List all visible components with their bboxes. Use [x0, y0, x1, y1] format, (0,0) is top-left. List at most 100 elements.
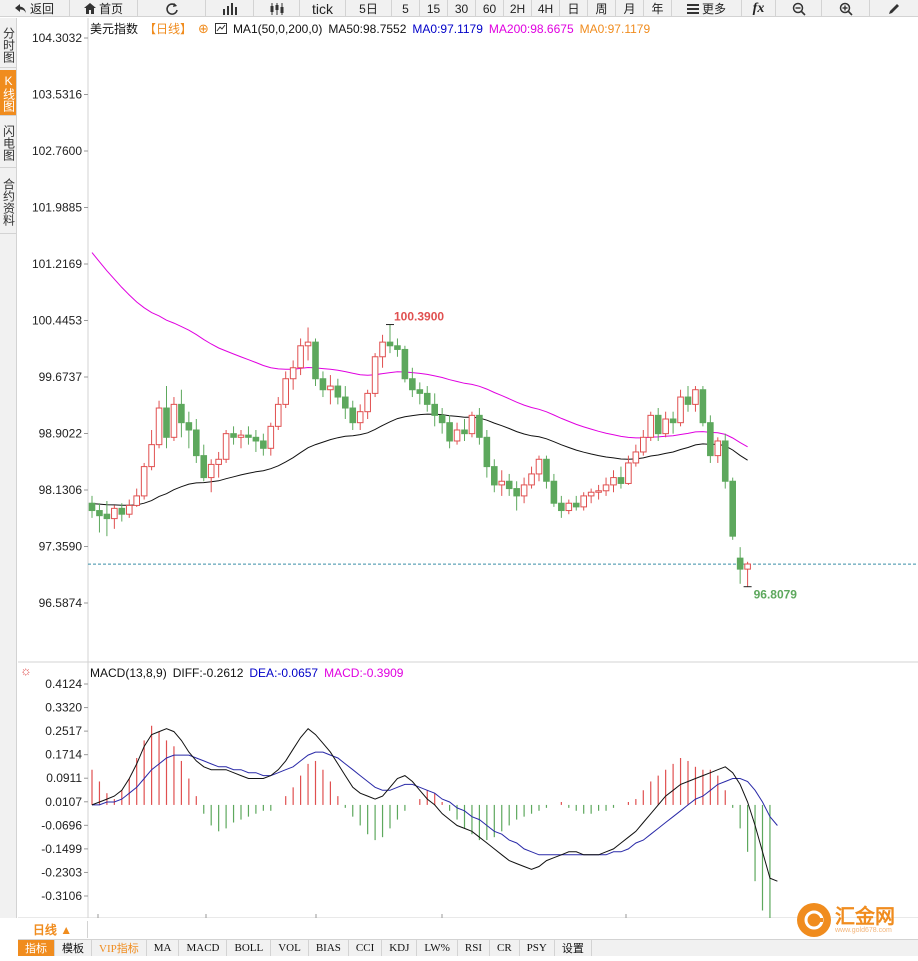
candle-body	[200, 455, 208, 479]
add-indicator-icon[interactable]: ⊕	[198, 20, 209, 36]
candle-body	[729, 480, 737, 537]
candle-body	[237, 434, 245, 438]
period-week-button[interactable]: 周	[588, 0, 616, 17]
candle-body	[215, 458, 222, 465]
period-2h-button[interactable]: 2H	[504, 0, 532, 17]
zoom-in-button[interactable]	[822, 0, 870, 17]
brand: 汇金网 www.gold678.com	[797, 903, 895, 937]
candle-body	[185, 422, 193, 431]
candlestick-button[interactable]	[254, 0, 300, 17]
macd-y-tick-label: 0.0911	[46, 771, 82, 785]
tick-label: tick	[312, 0, 333, 17]
tab-contract-info[interactable]: 合约资料	[0, 170, 16, 234]
candle-body	[289, 367, 297, 380]
tab-time-chart[interactable]: 分时图	[0, 22, 16, 68]
candle-chart-button[interactable]	[206, 0, 254, 17]
candle-body	[349, 407, 357, 424]
tab-kline-chart[interactable]: K线图	[0, 70, 16, 116]
ma200-value: MA200:98.6675	[488, 21, 574, 36]
back-button[interactable]: 返回	[0, 0, 70, 17]
candle-body	[118, 507, 126, 515]
macd-y-tick-label: 0.1714	[45, 748, 82, 762]
tab-boll[interactable]: BOLL	[227, 940, 272, 956]
candle-body	[736, 557, 744, 570]
home-button[interactable]: 首页	[70, 0, 138, 17]
candle-body	[662, 418, 669, 435]
period-year-button[interactable]: 年	[644, 0, 672, 17]
candle-body	[148, 444, 155, 468]
more-button[interactable]: 更多	[672, 0, 742, 17]
candle-body	[193, 429, 200, 457]
macd-y-tick-label: 0.4124	[45, 677, 82, 691]
period-month-button[interactable]: 月	[616, 0, 644, 17]
tab-kdj[interactable]: KDJ	[382, 940, 418, 956]
candle-body	[543, 458, 550, 482]
five-day-button[interactable]: 5日	[346, 0, 392, 17]
draw-button[interactable]	[870, 0, 918, 17]
tab-settings[interactable]: 设置	[555, 940, 592, 956]
tab-indicators[interactable]: 指标	[18, 940, 55, 956]
period-label: 日	[567, 2, 580, 16]
macd-y-tick-label: -0.2303	[41, 865, 82, 879]
side-tabs: 分时图 K线图 闪电图 合约资料	[0, 18, 17, 918]
home-icon	[83, 3, 96, 14]
tick-button[interactable]: tick	[300, 0, 346, 17]
tab-template[interactable]: 模板	[55, 940, 92, 956]
candle-body	[535, 458, 543, 475]
period-4h-button[interactable]: 4H	[532, 0, 560, 17]
candle-body	[401, 348, 409, 380]
zoom-out-button[interactable]	[776, 0, 822, 17]
period-label: 月	[623, 2, 636, 16]
candle-body	[356, 411, 364, 424]
tab-lwr[interactable]: LW%	[417, 940, 458, 956]
period-label: 周	[595, 2, 608, 16]
tab-vip-indicators[interactable]: VIP指标	[92, 940, 147, 956]
tab-macd[interactable]: MACD	[179, 940, 228, 956]
period-5-button[interactable]: 5	[392, 0, 420, 17]
ma200-line	[91, 252, 748, 448]
macd-settings-icon[interactable]: ☼	[20, 663, 32, 678]
high-price-label: 100.3900	[394, 310, 444, 324]
candle-body	[744, 563, 751, 570]
candle-body	[513, 488, 520, 497]
candle-body	[230, 433, 237, 438]
indicator-settings-icon[interactable]	[214, 23, 227, 34]
tab-ma[interactable]: MA	[147, 940, 180, 956]
period-day-button[interactable]: 日	[560, 0, 588, 17]
period-15-button[interactable]: 15	[420, 0, 448, 17]
candle-body	[327, 385, 334, 391]
formula-button[interactable]: fx	[742, 0, 776, 17]
zoom-in-icon	[839, 2, 853, 16]
tab-flash-chart[interactable]: 闪电图	[0, 118, 16, 168]
tab-rsi[interactable]: RSI	[458, 940, 490, 956]
candle-body	[431, 403, 438, 416]
refresh-button[interactable]	[138, 0, 206, 17]
brand-url: www.gold678.com	[835, 926, 892, 934]
candle-body	[520, 484, 528, 497]
candle-body	[364, 392, 371, 413]
tab-cci[interactable]: CCI	[349, 940, 383, 956]
period-30-button[interactable]: 30	[448, 0, 476, 17]
macd-y-tick-label: 0.0107	[45, 795, 82, 809]
tab-psy[interactable]: PSY	[520, 940, 555, 956]
period-60-button[interactable]: 60	[476, 0, 504, 17]
candle-body	[222, 433, 230, 460]
candle-body	[252, 436, 260, 442]
ma-params: MA1(50,0,200,0)	[232, 21, 323, 36]
diff-line	[91, 728, 778, 882]
candle-body	[133, 495, 141, 506]
period-label: 60	[482, 1, 497, 16]
candle-body	[297, 345, 304, 369]
menu-icon	[686, 3, 699, 14]
main-y-tick-label: 97.3590	[39, 539, 83, 553]
tab-vol[interactable]: VOL	[271, 940, 309, 956]
tab-bias[interactable]: BIAS	[309, 940, 349, 956]
candle-body	[163, 407, 170, 438]
macd-value: MACD:-0.3909	[324, 666, 404, 680]
main-y-tick-label: 102.7600	[32, 144, 82, 158]
back-arrow-icon	[14, 3, 26, 13]
macd-diff: DIFF:-0.2612	[172, 666, 244, 680]
period-selector[interactable]: 日线 ▲	[18, 921, 88, 938]
tab-cr[interactable]: CR	[490, 940, 520, 956]
ma0-value: MA0:97.1179	[412, 21, 483, 36]
